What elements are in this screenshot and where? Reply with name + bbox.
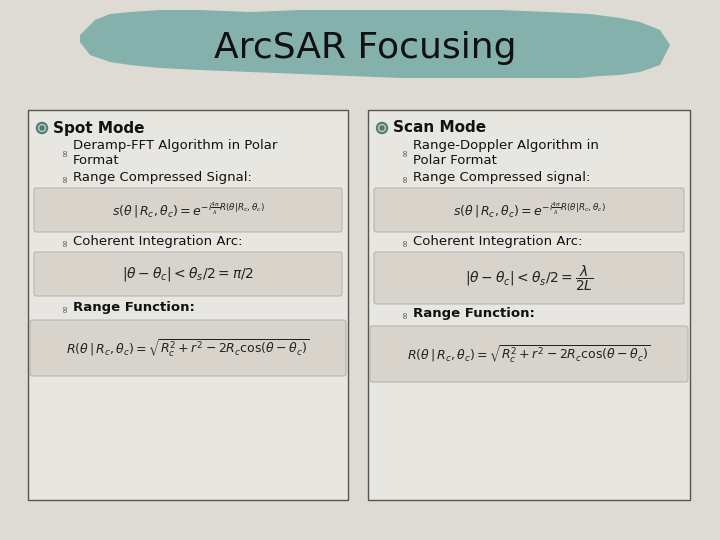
Circle shape <box>379 125 385 132</box>
Text: Scan Mode: Scan Mode <box>393 120 486 136</box>
FancyBboxPatch shape <box>374 252 684 304</box>
Text: Deramp-FFT Algorithm in Polar: Deramp-FFT Algorithm in Polar <box>73 139 277 152</box>
FancyBboxPatch shape <box>34 188 342 232</box>
Circle shape <box>380 126 384 130</box>
Circle shape <box>40 126 44 130</box>
Circle shape <box>38 125 45 132</box>
Text: Range Compressed Signal:: Range Compressed Signal: <box>73 172 252 185</box>
Text: $|\theta - \theta_c| < \theta_s/2 = \dfrac{\lambda}{2L}$: $|\theta - \theta_c| < \theta_s/2 = \dfr… <box>464 264 593 293</box>
Text: $|\theta - \theta_c| < \theta_s/2 = \pi/2$: $|\theta - \theta_c| < \theta_s/2 = \pi/… <box>122 265 254 283</box>
Text: ∞: ∞ <box>60 304 70 312</box>
Text: ∞: ∞ <box>400 148 410 156</box>
Text: Range Function:: Range Function: <box>413 307 535 321</box>
Polygon shape <box>80 10 670 78</box>
Text: Coherent Integration Arc:: Coherent Integration Arc: <box>413 235 582 248</box>
FancyBboxPatch shape <box>368 110 690 500</box>
Text: Range Compressed signal:: Range Compressed signal: <box>413 172 590 185</box>
Text: $s(\theta\,|\,R_c,\theta_c) = e^{-i\frac{4\pi}{\lambda}R(\theta|R_c,\theta_c)}$: $s(\theta\,|\,R_c,\theta_c) = e^{-i\frac… <box>112 200 264 220</box>
Text: ∞: ∞ <box>400 238 410 246</box>
Text: ∞: ∞ <box>60 148 70 156</box>
Circle shape <box>37 123 48 133</box>
Text: $s(\theta\,|\,R_c,\theta_c) = e^{-i\frac{4\pi}{\lambda}R(\theta|R_c,\theta_c)}$: $s(\theta\,|\,R_c,\theta_c) = e^{-i\frac… <box>453 200 606 220</box>
Text: Format: Format <box>73 153 120 166</box>
FancyBboxPatch shape <box>370 326 688 382</box>
Text: Spot Mode: Spot Mode <box>53 120 145 136</box>
Text: ∞: ∞ <box>60 238 70 246</box>
Text: ∞: ∞ <box>400 310 410 318</box>
FancyBboxPatch shape <box>34 252 342 296</box>
FancyBboxPatch shape <box>30 320 346 376</box>
Text: Polar Format: Polar Format <box>413 153 497 166</box>
Circle shape <box>377 123 387 133</box>
Text: $R(\theta\,|\,R_c,\theta_c) = \sqrt{R_c^2 + r^2 - 2R_c\cos(\theta-\theta_c)}$: $R(\theta\,|\,R_c,\theta_c) = \sqrt{R_c^… <box>66 338 310 359</box>
Text: Coherent Integration Arc:: Coherent Integration Arc: <box>73 235 243 248</box>
Text: ∞: ∞ <box>400 174 410 182</box>
FancyBboxPatch shape <box>374 188 684 232</box>
FancyBboxPatch shape <box>28 110 348 500</box>
Text: $R(\theta\,|\,R_c,\theta_c) = \sqrt{R_c^2 + r^2 - 2R_c\cos(\theta-\theta_c)}$: $R(\theta\,|\,R_c,\theta_c) = \sqrt{R_c^… <box>407 343 651 364</box>
Text: ArcSAR Focusing: ArcSAR Focusing <box>214 31 516 65</box>
Text: Range Function:: Range Function: <box>73 301 195 314</box>
Text: ∞: ∞ <box>60 174 70 182</box>
Text: Range-Doppler Algorithm in: Range-Doppler Algorithm in <box>413 139 599 152</box>
